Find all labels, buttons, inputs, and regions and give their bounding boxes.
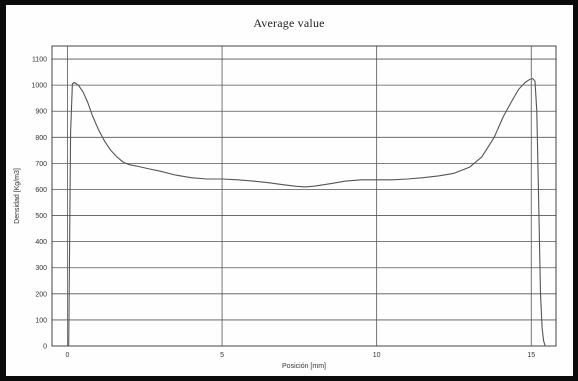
y-tick-label: 800 bbox=[35, 135, 47, 142]
x-axis-ticks: 0 5 10 15 bbox=[66, 352, 536, 359]
y-tick-label: 100 bbox=[35, 317, 47, 324]
y-tick-label: 300 bbox=[35, 265, 47, 272]
x-tick-label: 0 bbox=[66, 352, 70, 359]
y-tick-label: 400 bbox=[35, 239, 47, 246]
y-tick-label: 1000 bbox=[31, 83, 47, 90]
x-tick-label: 10 bbox=[373, 352, 381, 359]
x-tick-label: 5 bbox=[220, 352, 224, 359]
y-tick-label: 1100 bbox=[32, 57, 47, 64]
x-tick-label: 15 bbox=[527, 352, 535, 359]
y-tick-label: 600 bbox=[35, 187, 47, 194]
chart-title: Average value bbox=[253, 16, 325, 30]
x-axis-label: Posición [mm] bbox=[282, 363, 326, 370]
plot-area-border bbox=[51, 45, 557, 347]
y-tick-label: 500 bbox=[35, 213, 47, 220]
y-tick-label: 0 bbox=[43, 344, 47, 351]
y-axis-label: Densidad [Kg/m3] bbox=[14, 168, 21, 224]
y-tick-label: 200 bbox=[35, 291, 47, 298]
density-series-line bbox=[68, 78, 546, 347]
grid-lines bbox=[52, 46, 556, 347]
y-tick-label: 700 bbox=[35, 161, 47, 168]
y-axis-ticks: 0 100 200 300 400 500 600 700 800 900 1000 1100 bbox=[31, 57, 47, 351]
y-tick-label: 900 bbox=[35, 109, 47, 116]
